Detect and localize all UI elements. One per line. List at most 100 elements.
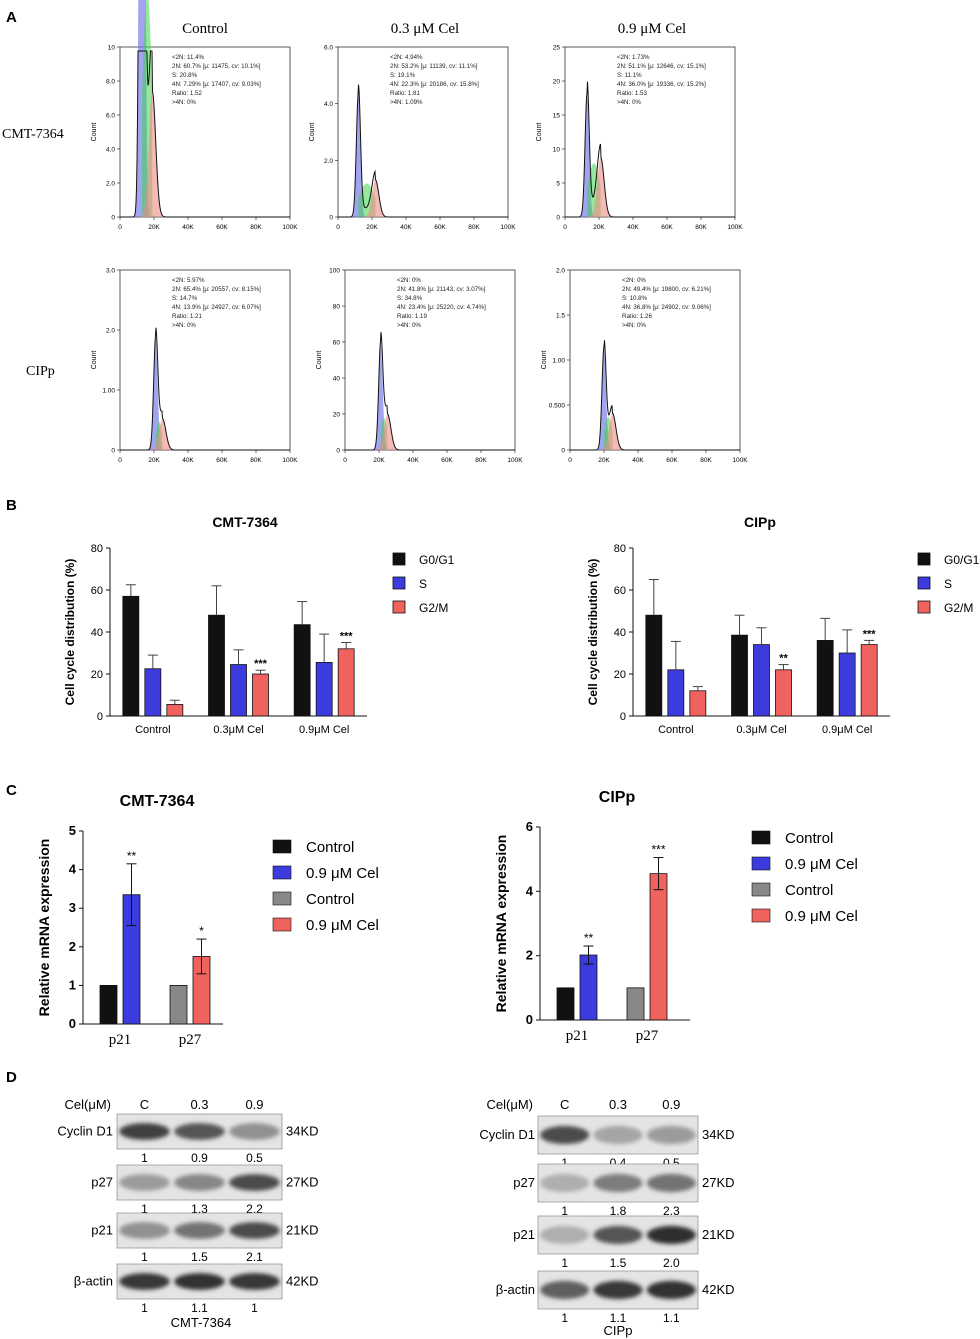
y-tick-label: 80 [333,304,341,311]
lane-label: 0.3 [190,1097,208,1112]
histogram-curve [345,332,515,451]
bar [667,669,685,717]
x-tick-label: 100K [507,457,523,464]
band-quantification: 2.1 [246,1250,263,1264]
stats-line: Ratio: 1.21 [172,313,202,320]
x-tick-label: 20K [593,224,605,231]
protein-band [646,1225,696,1245]
protein-band [119,1273,170,1290]
band-quantification: 2.3 [663,1204,680,1218]
bar [144,668,162,717]
y-tick-label: 5 [69,823,76,838]
y-tick-label: 1 [69,977,76,992]
band-quantification: 1.5 [610,1256,627,1270]
protein-band [119,1222,170,1239]
significance-mark: *** [340,631,354,643]
bar [252,673,269,717]
legend-label: 0.9 μM Cel [306,917,379,934]
legend-label: S [944,577,952,591]
g2-peak-fill [361,179,389,217]
y-tick-label: 1.00 [552,358,565,365]
panel-letter-b: B [6,497,17,514]
histogram-plot: Count 25 20 15 10 5 00 20K 40K 60K 80K 100K <2N: 1.7… [536,45,743,232]
y-axis-label: Cell cycle distribution (%) [586,559,600,706]
y-axis-label: Count [316,351,323,370]
band-quantification: 1.5 [191,1250,208,1264]
y-tick-label: 80 [614,543,626,555]
lane-label: C [140,1097,149,1112]
y-tick-label: 0 [329,215,333,222]
x-tick-label: 60K [666,457,678,464]
x-tick-label: 40K [407,457,419,464]
histogram-plot: Count 2.0 1.5 1.00 0.500 00 20K 40K 60K 80K 100K <2… [541,268,748,465]
legend-label: 0.9 μM Cel [785,908,858,925]
stats-line: Ratio: 1.53 [617,90,647,97]
x-tick-label: 80K [475,457,487,464]
molecular-weight-label: 42KD [702,1282,735,1297]
row-label-cipp: CIPp [26,364,55,379]
y-tick-label: 8.0 [106,79,115,86]
stats-line: <2N: 5.97% [172,277,205,284]
x-tick-label: p27 [179,1032,202,1048]
band-quantification: 1.1 [610,1311,627,1325]
bar [556,987,575,1021]
band-quantification: 1.1 [191,1301,208,1315]
protein-band [174,1174,225,1191]
stats-line: <2N: 4.94% [390,54,423,61]
protein-band [646,1173,696,1193]
legend-label: G2/M [944,601,973,615]
stats-line: 2N: 41.8% [μ: 21143, cv: 3.07%] [397,286,486,293]
histogram-curve [120,50,290,218]
protein-band [229,1123,280,1140]
y-axis-label: Count [541,351,548,370]
bar-chart-cipp: CIPp 0 20 40 60 80 Cell cycle distribution (%)… [586,514,980,736]
y-tick-label: 4 [69,862,77,877]
histogram-curve [120,327,290,451]
row-label-cmt-7364: CMT-7364 [2,127,64,142]
bar [166,704,184,717]
lane-header-label: Cel(μM) [487,1097,533,1112]
bar [689,690,707,717]
chart-title: CMT-7364 [120,793,195,810]
x-tick-label: 40K [400,224,412,231]
legend-label: S [419,577,427,591]
x-tick-label: 0 [118,224,122,231]
protein-band [540,1225,590,1245]
protein-band [540,1125,590,1145]
y-axis-label: Cell cycle distribution (%) [63,559,77,706]
band-quantification: 1 [141,1202,148,1216]
g2-peak-fill [373,414,402,450]
protein-label: β-actin [74,1274,113,1289]
molecular-weight-label: 21KD [286,1223,319,1238]
x-tick-label: 20K [373,457,385,464]
x-tick-label: Control [135,724,170,736]
bar [626,987,645,1021]
x-tick-label: 0.3μM Cel [736,724,786,736]
band-quantification: 1 [561,1256,568,1270]
legend-swatch [392,552,406,566]
x-tick-label: 0.9μM Cel [822,724,872,736]
molecular-weight-label: 42KD [286,1274,319,1289]
x-tick-label: 0 [568,457,572,464]
band-quantification: 2.0 [663,1256,680,1270]
significance-mark: ** [127,849,137,863]
y-tick-label: 6.0 [106,113,115,120]
x-tick-label: 60K [441,457,453,464]
band-quantification: 0.9 [191,1151,208,1165]
panel-c-mrna-bars: CMT-7364 0 1 2 3 4 5 Relative mRNA expression p2… [36,789,858,1048]
protein-band [174,1273,225,1290]
band-quantification: 1 [561,1311,568,1325]
x-tick-label: 80K [700,457,712,464]
bar [122,595,140,717]
stats-line: >4N: 0% [172,322,196,329]
x-tick-label: 40K [627,224,639,231]
y-tick-label: 60 [333,340,341,347]
x-tick-label: 100K [282,457,298,464]
stats-line: >4N: 0% [172,99,196,106]
panel-letter-d: D [6,1069,17,1086]
stats-line: S: 19.1% [390,72,416,79]
stats-line: 2N: 65.4% [μ: 20557, cv: 8.15%] [172,286,261,293]
bar [753,644,770,717]
protein-band [174,1222,225,1239]
